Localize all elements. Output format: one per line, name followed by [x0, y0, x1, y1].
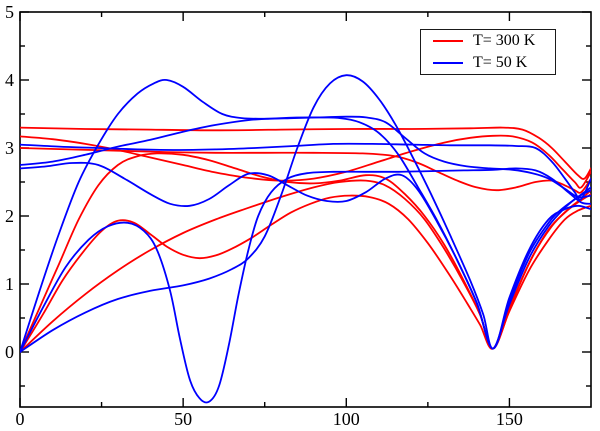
- legend-label-50k: T= 50 K: [473, 54, 528, 71]
- series-300K-acoustic-slow: [20, 179, 591, 353]
- series-300K-acoustic-soft-dip: [20, 193, 591, 353]
- series-300K-optical-flat-3.3: [20, 126, 591, 180]
- y-tick-label: 2: [5, 206, 14, 226]
- series-50K-optical-2.7-wavy: [20, 161, 591, 350]
- legend-entry-50k: T= 50 K: [433, 54, 555, 73]
- y-tick-label: 1: [5, 274, 14, 294]
- legend-line-red: [433, 40, 463, 42]
- x-tick-label: 100: [333, 409, 360, 429]
- legend-line-blue: [433, 62, 463, 64]
- x-tick-label: 0: [16, 409, 25, 429]
- series-300K-acoustic-steep-crest: [20, 152, 591, 353]
- legend-entry-300k: T= 300 K: [433, 32, 555, 51]
- y-tick-label: 0: [5, 342, 14, 362]
- x-tick-label: 150: [496, 409, 523, 429]
- y-tick-label: 4: [5, 70, 14, 90]
- y-tick-label: 5: [5, 2, 14, 22]
- series-50K-optical-flat-3.0: [20, 142, 591, 201]
- series-50K-optical-2.75-rise-plateau: [20, 116, 591, 350]
- legend: T= 300 K T= 50 K: [420, 29, 556, 75]
- series-50K-acoustic-slow-hump-4.07: [20, 74, 591, 353]
- series-50K-soft-mode-imaginary: [20, 167, 591, 404]
- series-300K-optical-3.17-dip-rise: [20, 134, 591, 189]
- x-tick-label: 50: [174, 409, 192, 429]
- series-300K-optical-flat-2.95: [20, 147, 591, 194]
- legend-label-300k: T= 300 K: [473, 32, 536, 49]
- dispersion-curves: [20, 74, 591, 404]
- y-tick-label: 3: [5, 138, 14, 158]
